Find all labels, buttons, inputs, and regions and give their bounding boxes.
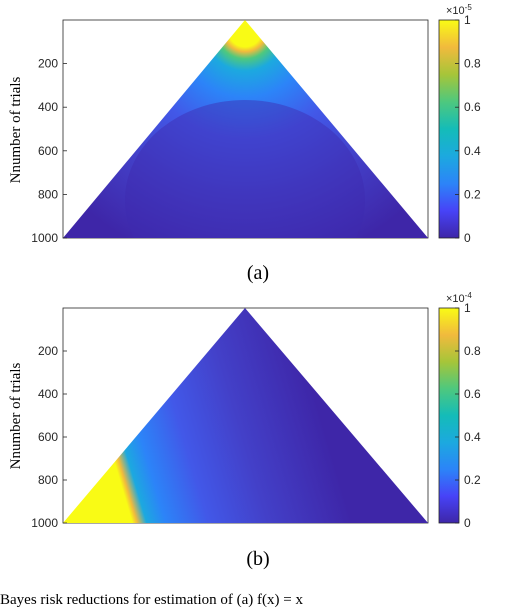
- y-tick-label: 400: [38, 387, 58, 401]
- y-tick-label: 600: [38, 144, 58, 158]
- colorbar-tick-label: 0.8: [464, 57, 481, 71]
- colorbar-tick-label: 1: [464, 301, 471, 315]
- panel-caption-b: (b): [0, 548, 516, 571]
- colorbar-tick-label: 0: [464, 516, 471, 530]
- y-tick-label: 800: [38, 187, 58, 201]
- colorbar-tick-label: 0.2: [464, 473, 481, 487]
- y-tick-label: 200: [38, 344, 58, 358]
- colorbar-tick-label: 0: [464, 231, 471, 245]
- y-tick-label: 1000: [31, 516, 58, 530]
- y-axis: 200 400 600 800 1000: [31, 57, 67, 245]
- y-tick-label: 1000: [31, 231, 58, 245]
- colorbar: [439, 20, 459, 238]
- figure-caption: Bayes risk reductions for estimation of …: [0, 592, 516, 608]
- y-tick-label: 200: [38, 57, 58, 71]
- colorbar-tick-label: 0.8: [464, 344, 481, 358]
- chart-panel-a: 200 400 600 800 1000 Nnumber of trials 0 0.2 0…: [0, 0, 516, 295]
- chart-panel-b: 200 400 600 800 1000 Nnumber of trials 0 0.2 0…: [0, 288, 516, 573]
- panel-caption-a: (a): [0, 262, 516, 285]
- colorbar-tick-label: 0.6: [464, 387, 481, 401]
- colorbar-tick-label: 0.4: [464, 144, 481, 158]
- colorbar-tick-label: 0.4: [464, 430, 481, 444]
- colorbar: [439, 308, 459, 523]
- heatmap-chart-b: 200 400 600 800 1000 Nnumber of trials 0 0.2 0…: [0, 288, 516, 538]
- colorbar-tick-label: 0.6: [464, 100, 481, 114]
- y-tick-label: 800: [38, 473, 58, 487]
- colorbar-tick-label: 0.2: [464, 187, 481, 201]
- y-axis-label: Nnumber of trials: [8, 77, 24, 184]
- heatmap-chart-a: 200 400 600 800 1000 Nnumber of trials 0 0.2 0…: [0, 0, 516, 260]
- y-axis: 200 400 600 800 1000: [31, 344, 67, 530]
- y-tick-label: 600: [38, 430, 58, 444]
- colorbar-tick-label: 1: [464, 13, 471, 27]
- y-tick-label: 400: [38, 100, 58, 114]
- y-axis-label: Nnumber of trials: [8, 363, 24, 470]
